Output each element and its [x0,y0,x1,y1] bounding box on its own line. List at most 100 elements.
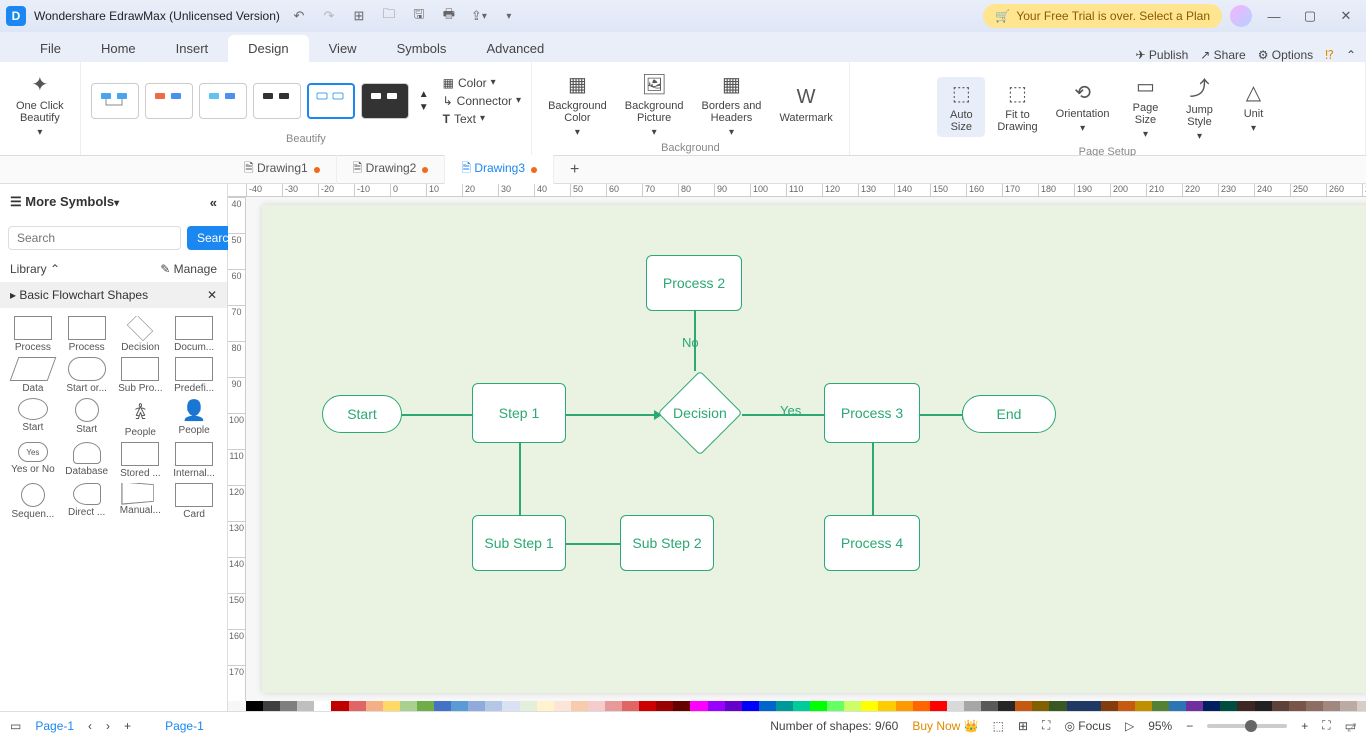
color-menu[interactable]: ▦ Color ▾ [443,76,521,90]
color-swatch[interactable] [964,701,981,711]
page-tab[interactable]: Page-1 [165,719,204,733]
color-swatch[interactable] [485,701,502,711]
collapse-ribbon-icon[interactable]: ⌃ [1346,48,1356,62]
theme-down-icon[interactable]: ▼ [419,102,429,113]
color-swatch[interactable] [1135,701,1152,711]
flow-node-proc3[interactable]: Process 3 [824,383,920,443]
color-swatch[interactable] [776,701,793,711]
search-input[interactable] [8,226,181,250]
one-click-beautify-button[interactable]: ✦One Click Beautify▾ [10,68,70,142]
collapse-sidebar-icon[interactable]: « [210,195,217,210]
color-swatch[interactable] [417,701,434,711]
theme-3[interactable] [199,83,247,119]
page-layout-icon[interactable]: ▭ [10,719,21,733]
color-swatch[interactable] [639,701,656,711]
flow-node-step1[interactable]: Step 1 [472,383,566,443]
color-swatch[interactable] [1084,701,1101,711]
theme-4[interactable] [253,83,301,119]
menu-tab-advanced[interactable]: Advanced [466,35,564,62]
color-swatch[interactable] [896,701,913,711]
color-swatch[interactable] [588,701,605,711]
color-bar[interactable] [228,701,1366,711]
color-swatch[interactable] [400,701,417,711]
prev-page-icon[interactable]: ‹ [88,719,92,733]
add-page-icon[interactable]: + [124,719,131,733]
focus-button[interactable]: ◎ Focus [1064,719,1111,733]
color-swatch[interactable] [537,701,554,711]
theme-5[interactable] [307,83,355,119]
fullscreen-icon[interactable]: ⛶ [1042,718,1050,733]
open-icon[interactable]: 🗀 [378,5,400,27]
color-swatch[interactable] [810,701,827,711]
fit-page-icon[interactable]: ⛶ [1322,718,1330,733]
outline-icon[interactable]: ⊞ [1018,719,1028,733]
color-swatch[interactable] [998,701,1015,711]
color-swatch[interactable] [1049,701,1066,711]
color-swatch[interactable] [605,701,622,711]
shape-item[interactable]: Docum... [169,316,219,353]
color-swatch[interactable] [451,701,468,711]
color-swatch[interactable] [1306,701,1323,711]
avatar[interactable] [1230,5,1252,27]
color-swatch[interactable] [656,701,673,711]
doc-tab[interactable]: 🗎 Drawing2 [337,155,446,184]
shape-item[interactable]: 𖠋People [116,398,166,438]
color-swatch[interactable] [1118,701,1135,711]
color-swatch[interactable] [1186,701,1203,711]
color-swatch[interactable] [844,701,861,711]
redo-icon[interactable]: ↷ [318,5,340,27]
shape-item[interactable]: Start or... [62,357,112,394]
print-icon[interactable]: 🖶 [438,5,460,27]
menu-tab-home[interactable]: Home [81,35,156,62]
color-swatch[interactable] [1357,701,1366,711]
trial-banner[interactable]: 🛒 Your Free Trial is over. Select a Plan [983,4,1222,28]
shape-item[interactable]: Sequen... [8,483,58,520]
library-button[interactable]: Library ⌃ [10,262,60,276]
zoom-out-icon[interactable]: − [1186,719,1193,733]
shape-item[interactable]: Sub Pro... [116,357,166,394]
page-button-2[interactable]: ⟲Orientation▾ [1050,76,1116,138]
color-swatch[interactable] [622,701,639,711]
flow-node-start[interactable]: Start [322,395,402,433]
bg-button-2[interactable]: ▦Borders and Headers▾ [696,68,768,142]
color-swatch[interactable] [1152,701,1169,711]
color-swatch[interactable] [366,701,383,711]
doc-tab[interactable]: 🗎 Drawing1 [228,155,337,184]
page-button-4[interactable]: ⤴Jump Style▾ [1175,68,1223,146]
shape-item[interactable]: Start [8,398,58,438]
color-swatch[interactable] [246,701,263,711]
color-swatch[interactable] [571,701,588,711]
undo-icon[interactable]: ↶ [288,5,310,27]
menu-tab-design[interactable]: Design [228,35,308,62]
color-swatch[interactable] [1237,701,1254,711]
color-swatch[interactable] [1101,701,1118,711]
notifications-icon[interactable]: ⁉ [1325,48,1334,62]
menu-tab-file[interactable]: File [20,35,81,62]
text-menu[interactable]: T Text ▾ [443,112,521,126]
color-swatch[interactable] [1032,701,1049,711]
shape-item[interactable]: Predefi... [169,357,219,394]
color-swatch[interactable] [1015,701,1032,711]
shape-item[interactable]: Stored ... [116,442,166,479]
color-swatch[interactable] [690,701,707,711]
color-swatch[interactable] [349,701,366,711]
options-button[interactable]: ⚙ Options [1258,48,1313,62]
color-swatch[interactable] [434,701,451,711]
color-swatch[interactable] [502,701,519,711]
bg-button-3[interactable]: WWatermark [773,82,838,128]
bg-button-0[interactable]: ▦Background Color▾ [542,68,613,142]
zoom-slider[interactable] [1207,724,1287,728]
shape-item[interactable]: Database [62,442,112,479]
color-swatch[interactable] [827,701,844,711]
color-swatch[interactable] [468,701,485,711]
color-swatch[interactable] [725,701,742,711]
shape-item[interactable]: YesYes or No [8,442,58,479]
shape-item[interactable]: Process [62,316,112,353]
page-button-1[interactable]: ⬚Fit to Drawing [991,77,1043,137]
color-swatch[interactable] [1203,701,1220,711]
flow-node-proc2[interactable]: Process 2 [646,255,742,311]
page-indicator[interactable]: Page-1 [35,719,74,733]
color-swatch[interactable] [742,701,759,711]
color-swatch[interactable] [861,701,878,711]
theme-1[interactable] [91,83,139,119]
